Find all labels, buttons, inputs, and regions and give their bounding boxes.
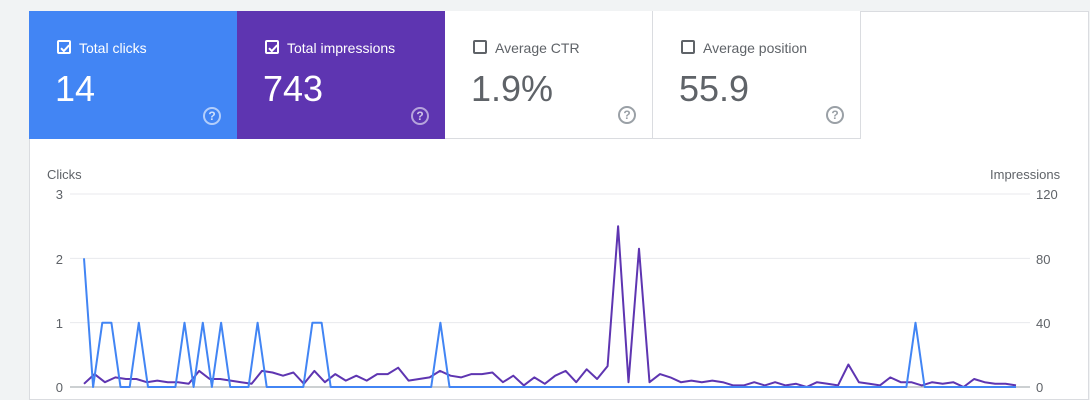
card-label: Average CTR [495,40,580,56]
help-icon[interactable]: ? [826,106,844,124]
card-total-clicks[interactable]: Total clicks 14 ? [29,11,237,139]
series-line-impressions [83,225,1017,388]
left-tick-label: 2 [55,252,63,267]
right-axis-title: Impressions [990,167,1061,182]
card-value: 1.9% [471,68,554,109]
card-value: 55.9 [679,68,750,109]
checkbox-checked-icon[interactable] [57,40,71,54]
card-label: Total clicks [79,40,147,56]
card-value: 14 [55,68,96,109]
checkbox-checked-icon[interactable] [265,40,279,54]
left-tick-label: 3 [55,187,63,202]
card-average-position[interactable]: Average position 55.9 ? [653,11,861,139]
checkbox-unchecked-icon[interactable] [681,40,695,54]
right-tick-label: 0 [1036,380,1044,395]
series-line-clicks [83,258,1016,388]
right-tick-label: 40 [1036,316,1051,331]
help-icon[interactable]: ? [203,107,221,125]
metric-cards: Total clicks 14 ? Total impressions 743 … [29,11,861,139]
right-tick-label: 120 [1036,187,1058,202]
left-tick-label: 1 [55,316,63,331]
card-value: 743 [263,68,324,109]
left-axis-title: Clicks [47,167,82,182]
help-icon[interactable]: ? [411,107,429,125]
right-tick-label: 80 [1036,252,1051,267]
left-tick-label: 0 [55,380,63,395]
card-average-ctr[interactable]: Average CTR 1.9% ? [445,11,653,139]
card-label: Total impressions [287,40,396,56]
help-icon[interactable]: ? [618,106,636,124]
checkbox-unchecked-icon[interactable] [473,40,487,54]
card-total-impressions[interactable]: Total impressions 743 ? [237,11,445,139]
card-label: Average position [703,40,808,56]
